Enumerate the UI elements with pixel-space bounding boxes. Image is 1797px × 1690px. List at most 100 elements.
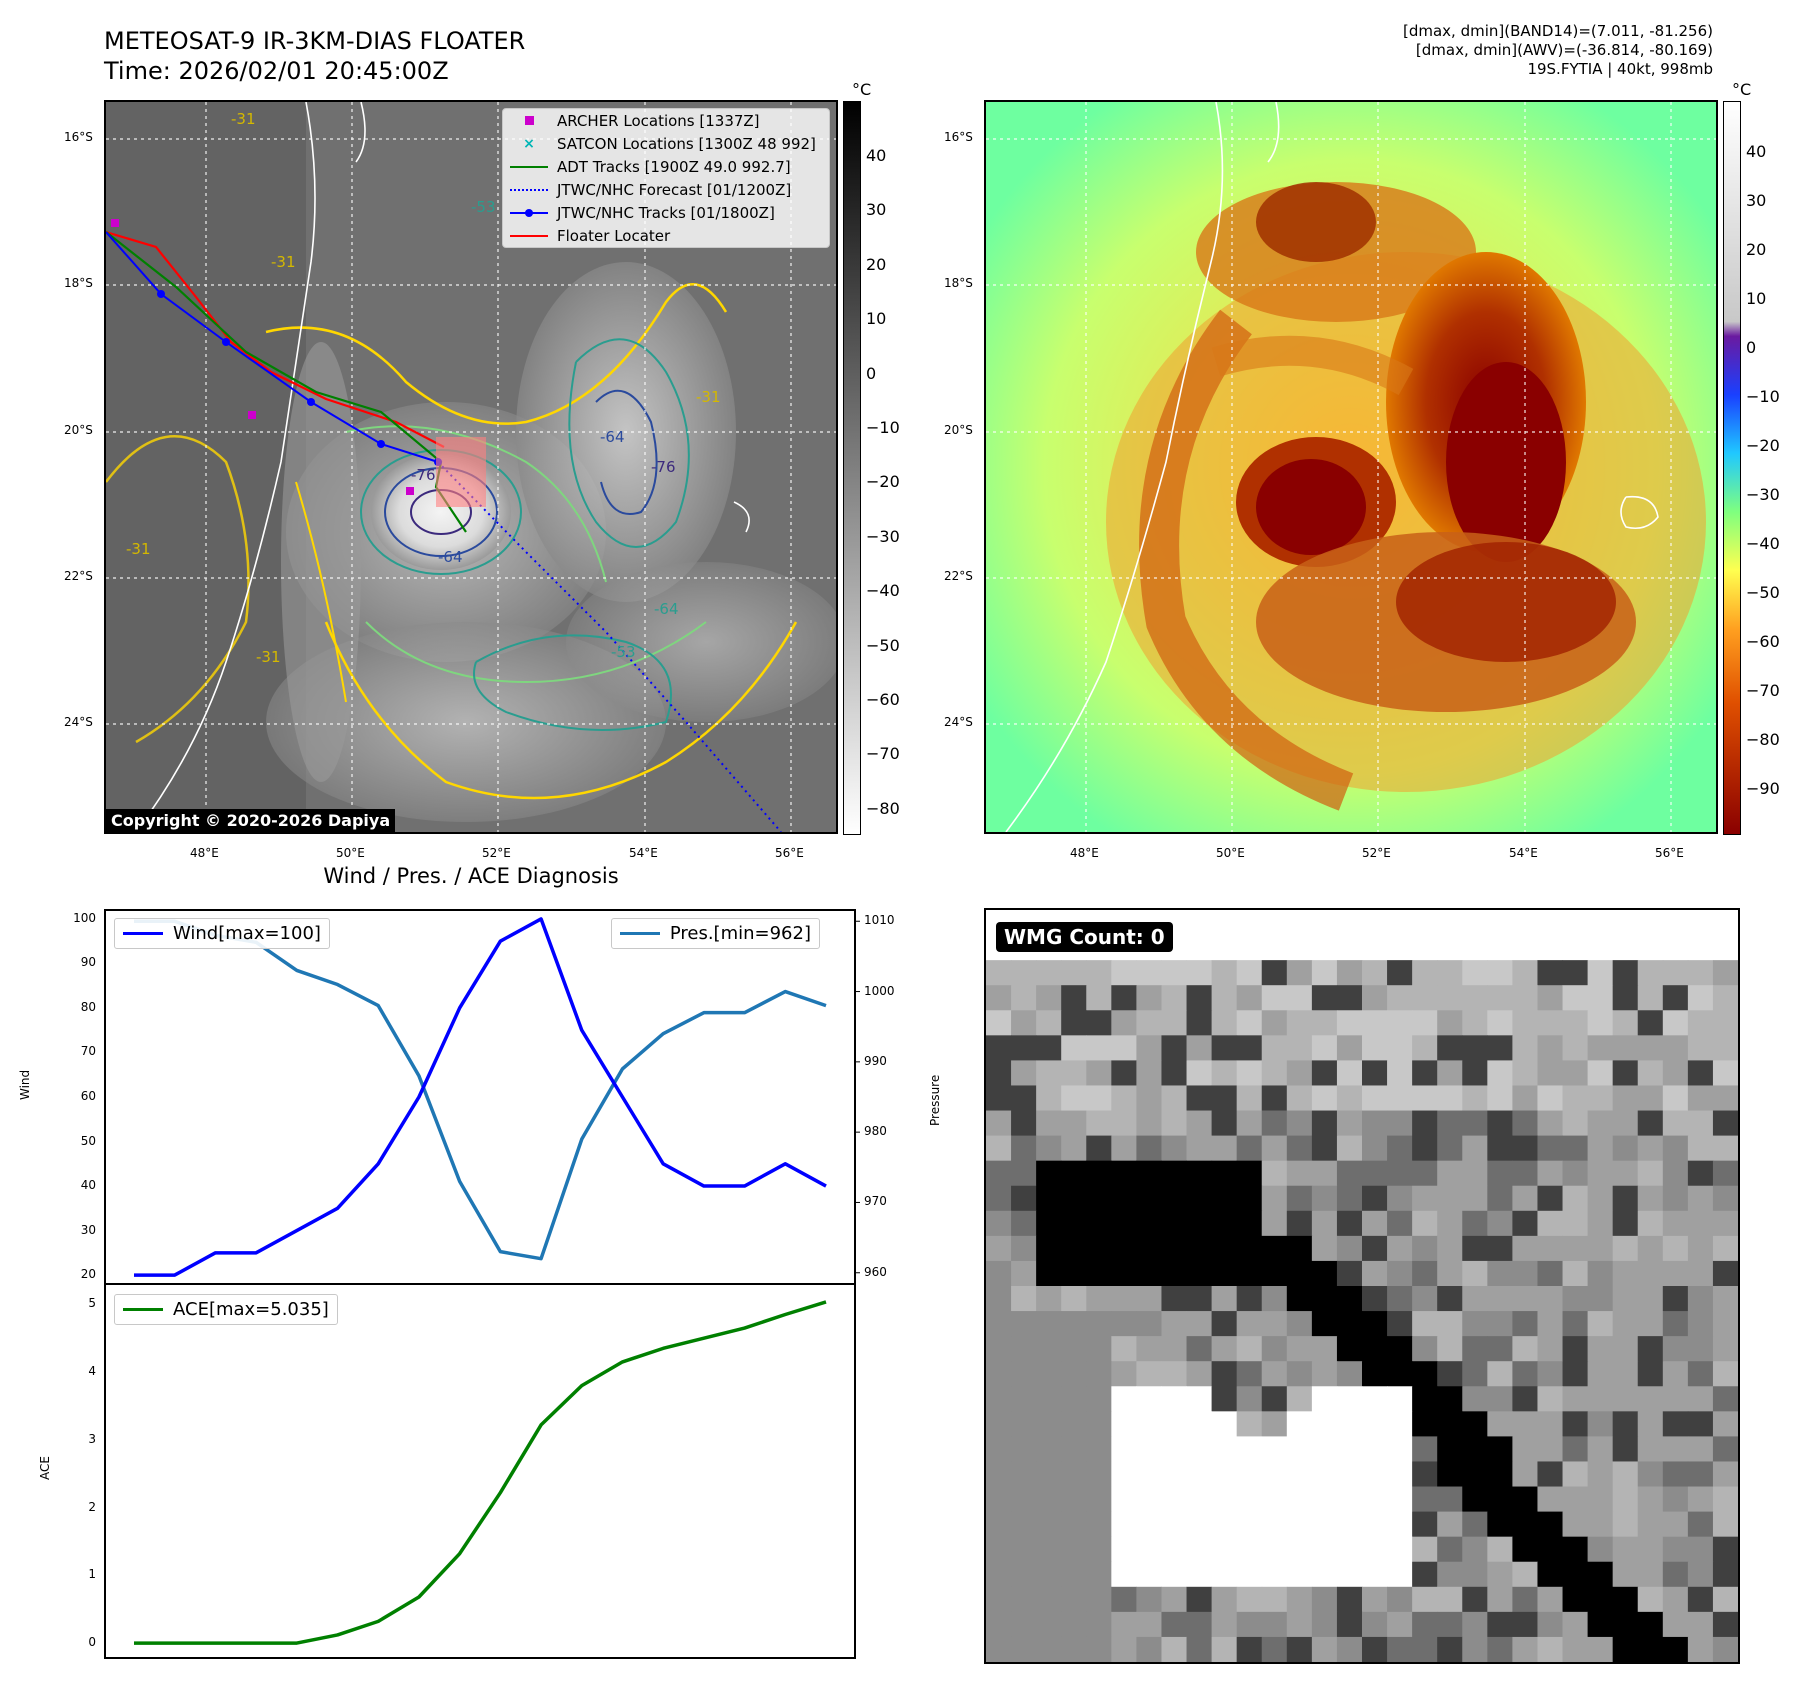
colorbar-tick: −80 xyxy=(1746,730,1780,749)
wmg-cell xyxy=(1662,1210,1689,1237)
wmg-cell xyxy=(1362,1160,1388,1187)
wmg-cell xyxy=(1537,1461,1564,1488)
wmg-cell xyxy=(1412,1235,1438,1262)
wmg-cell xyxy=(1036,1286,1062,1312)
wmg-cell xyxy=(1712,1085,1738,1112)
wmg-cell xyxy=(1537,1235,1564,1262)
wmg-cell xyxy=(1462,1461,1488,1488)
wmg-cell xyxy=(1412,910,1438,936)
wmg-cell xyxy=(1362,1461,1388,1488)
contour-label: -76 xyxy=(651,458,676,476)
wmg-cell xyxy=(1637,935,1664,961)
wmg-cell xyxy=(1437,1085,1463,1112)
wmg-cell xyxy=(1286,935,1313,961)
wmg-cell xyxy=(986,960,1012,986)
wmg-cell xyxy=(1687,1411,1714,1437)
wmg-cell xyxy=(1662,1386,1689,1412)
wmg-cell xyxy=(1637,1110,1664,1137)
wmg-cell xyxy=(1236,1336,1263,1362)
wmg-cell xyxy=(1011,1361,1037,1387)
wmg-cell xyxy=(1286,1361,1313,1387)
wmg-cell xyxy=(1036,1561,1062,1588)
wmg-cell xyxy=(1562,1336,1589,1362)
wmg-cell xyxy=(1261,1286,1288,1312)
wmg-cell xyxy=(1336,1386,1363,1412)
wmg-cell xyxy=(1612,1060,1639,1086)
wmg-cell xyxy=(1186,1085,1213,1112)
lon-label: 48°E xyxy=(190,846,219,860)
wmg-cell xyxy=(1336,1010,1363,1036)
wmg-cell xyxy=(1712,1486,1738,1513)
wmg-cell xyxy=(1537,1260,1564,1287)
wmg-cell xyxy=(1086,1486,1112,1513)
wmg-cell xyxy=(1462,1386,1488,1412)
wmg-cell xyxy=(1061,1010,1087,1036)
wmg-cell xyxy=(1111,1035,1137,1061)
wmg-cell xyxy=(1362,1486,1388,1513)
wmg-cell xyxy=(1512,1085,1538,1112)
wmg-cell xyxy=(1712,1311,1738,1337)
wmg-cell xyxy=(1061,1135,1087,1162)
wmg-cell xyxy=(1036,1536,1062,1563)
wmg-cell xyxy=(1537,1561,1564,1588)
wmg-cell xyxy=(1712,1160,1738,1187)
wmg-cell xyxy=(1362,1135,1388,1162)
wmg-cell xyxy=(1311,1260,1338,1287)
wmg-cell xyxy=(1261,1511,1288,1538)
colorbar-tick: −80 xyxy=(866,798,900,818)
wmg-cell xyxy=(1186,1035,1213,1061)
wmg-cell xyxy=(1537,1336,1564,1362)
wmg-cell xyxy=(1637,1436,1664,1462)
colorbar-tick: −20 xyxy=(1746,436,1780,455)
wmg-cell xyxy=(1637,1311,1664,1337)
legend-item-archer: ARCHER Locations [1337Z] xyxy=(503,109,829,132)
wmg-cell xyxy=(1687,1286,1714,1312)
wmg-cell xyxy=(1587,1110,1614,1137)
wmg-cell xyxy=(1286,1586,1313,1613)
wmg-cell xyxy=(1637,1486,1664,1513)
wmg-cell xyxy=(1487,1110,1513,1137)
wmg-cell xyxy=(1387,1611,1413,1638)
wmg-cell xyxy=(1412,1260,1438,1287)
wmg-count-badge: WMG Count: 0 xyxy=(996,922,1173,952)
wmg-cell xyxy=(1662,1260,1689,1287)
wmg-cell xyxy=(1437,985,1463,1011)
wmg-cell xyxy=(986,1636,1012,1662)
wmg-cell xyxy=(1687,1561,1714,1588)
wmg-cell xyxy=(1236,935,1263,961)
wmg-cell xyxy=(1512,1436,1538,1462)
wmg-cell xyxy=(1086,1286,1112,1312)
colorbar-tick: 40 xyxy=(1746,142,1767,161)
pressure-axis-label: Pressure xyxy=(928,1074,942,1126)
wmg-cell xyxy=(1562,1386,1589,1412)
wmg-cell xyxy=(986,985,1012,1011)
wmg-cell xyxy=(1637,1336,1664,1362)
wmg-cell xyxy=(1211,1486,1238,1513)
wmg-cell xyxy=(1512,1010,1538,1036)
wmg-cell xyxy=(1261,1110,1288,1137)
wmg-cell xyxy=(1712,1286,1738,1312)
wmg-cell xyxy=(1587,985,1614,1011)
wmg-cell xyxy=(1662,1135,1689,1162)
awv-satellite-panel xyxy=(984,100,1718,834)
title-line-1: METEOSAT-9 IR-3KM-DIAS FLOATER xyxy=(104,27,526,55)
wmg-cell xyxy=(1236,1386,1263,1412)
wmg-cell xyxy=(1336,1210,1363,1237)
wmg-cell xyxy=(1512,1636,1538,1662)
wmg-cell xyxy=(1086,1311,1112,1337)
wmg-cell xyxy=(1311,935,1338,961)
wmg-cell xyxy=(1537,1311,1564,1337)
wmg-cell xyxy=(1211,1411,1238,1437)
wmg-cell xyxy=(1211,1386,1238,1412)
wmg-cell xyxy=(1687,935,1714,961)
wmg-cell xyxy=(1211,910,1238,936)
wmg-cell xyxy=(1587,1361,1614,1387)
diagnosis-title: Wind / Pres. / ACE Diagnosis xyxy=(323,864,619,888)
wmg-cell xyxy=(1211,935,1238,961)
wmg-cell xyxy=(1512,1486,1538,1513)
wmg-cell xyxy=(1387,1486,1413,1513)
contour-label: -31 xyxy=(231,110,256,128)
wmg-cell xyxy=(1286,1110,1313,1137)
wmg-cell xyxy=(1136,1586,1162,1613)
wmg-cell xyxy=(1061,1060,1087,1086)
